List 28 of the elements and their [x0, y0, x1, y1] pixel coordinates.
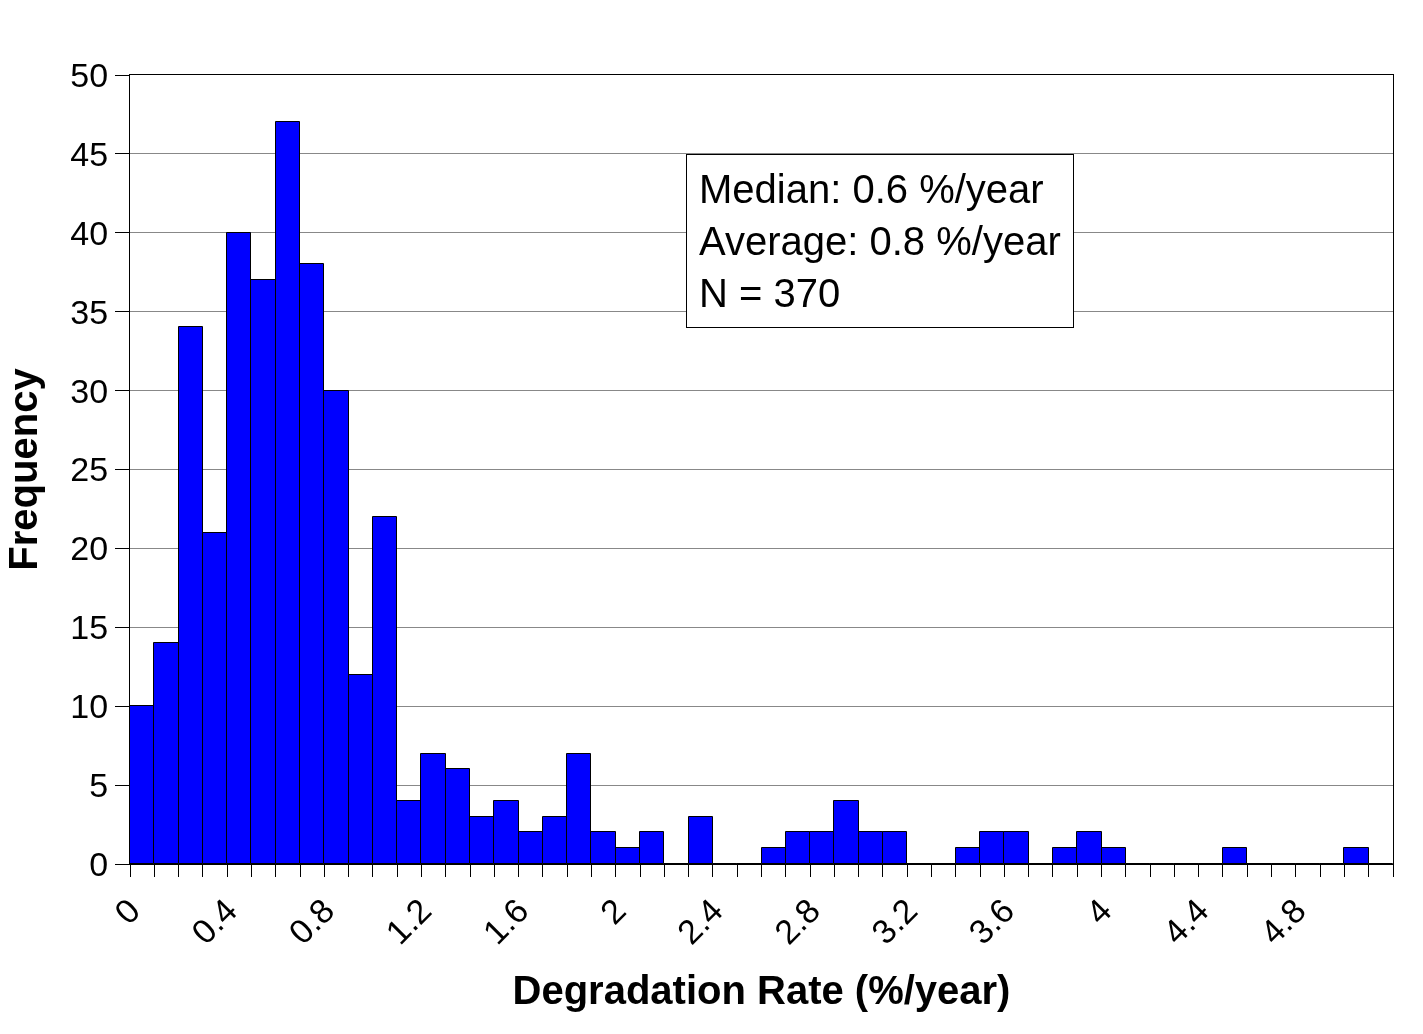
- y-tick-label: 20: [70, 529, 109, 568]
- x-tick-label: 2.4: [669, 890, 730, 952]
- y-tick-label: 5: [89, 766, 109, 804]
- x-tick-label: 0.8: [280, 890, 342, 952]
- y-tick-label: 40: [70, 213, 109, 252]
- y-tick-label: 10: [70, 687, 109, 726]
- x-tick-label: 1.2: [378, 890, 439, 952]
- y-tick-label: 0: [89, 844, 109, 883]
- y-tick-label: 50: [70, 55, 109, 94]
- x-tick-label: 3.6: [961, 890, 1022, 952]
- x-axis-title: Degradation Rate (%/year): [512, 967, 1011, 1012]
- x-tick-label: 2: [592, 890, 633, 932]
- y-tick-label: 25: [70, 450, 109, 489]
- x-tick-label: 0.4: [183, 890, 245, 952]
- annotation: Average: 0.8 %/year: [699, 219, 1061, 263]
- x-tick-label: 3.2: [863, 890, 925, 952]
- y-tick-label: 45: [70, 134, 109, 173]
- y-tick-label: 35: [70, 292, 109, 331]
- annotation: Median: 0.6 %/year: [699, 167, 1044, 211]
- x-tick-label: 4.8: [1252, 890, 1313, 952]
- y-axis-title: Frequency: [0, 367, 45, 571]
- y-tick-label: 15: [70, 608, 109, 647]
- x-tick-label: 4.4: [1155, 890, 1216, 952]
- x-tick-label: 1.6: [475, 890, 536, 952]
- y-tick-label: 30: [70, 371, 109, 410]
- annotation: N = 370: [699, 271, 841, 315]
- x-tick-label: 4: [1078, 890, 1119, 932]
- x-tick-label: 2.8: [766, 890, 828, 952]
